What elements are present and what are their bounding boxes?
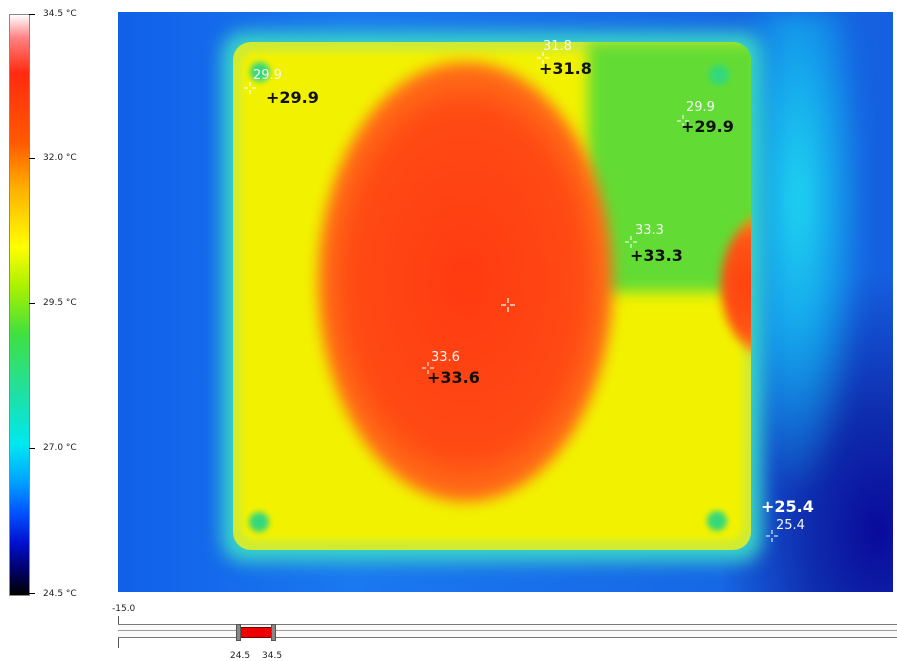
temperature-color-scale	[9, 14, 30, 596]
point-1-value: +29.9	[266, 88, 319, 107]
point-1-small-label: 29.9	[253, 68, 282, 83]
range-selection[interactable]	[240, 627, 275, 638]
point-6-value: +25.4	[761, 497, 814, 516]
scale-label-29-5: 29.5 °C	[43, 298, 77, 308]
point-4-small-label: 33.3	[635, 223, 664, 238]
scale-tick	[29, 14, 35, 15]
scale-tick	[29, 303, 35, 304]
measurement-crosshair-icon[interactable]	[244, 82, 256, 94]
point-6-small-label: 25.4	[776, 518, 805, 533]
scale-tick	[29, 448, 35, 449]
measurement-crosshair-icon[interactable]	[677, 115, 689, 127]
screw-hole	[249, 512, 269, 532]
measurement-crosshair-icon[interactable]	[625, 236, 637, 248]
point-5-small-label: 33.6	[431, 350, 460, 365]
scale-min-label: 24.5 °C	[43, 589, 77, 599]
scale-max-label: 34.5 °C	[43, 9, 77, 19]
range-track	[118, 630, 897, 631]
range-min-label: -15.0	[112, 604, 136, 614]
screw-hole	[250, 62, 270, 82]
hot-spot-main	[318, 62, 613, 502]
range-high-handle[interactable]	[271, 624, 276, 641]
scale-label-27: 27.0 °C	[43, 443, 77, 453]
screw-hole	[709, 65, 729, 85]
screw-hole	[707, 511, 727, 531]
range-low-handle[interactable]	[236, 624, 241, 641]
range-high-label: 34.5	[262, 651, 283, 661]
measurement-crosshair-icon[interactable]	[766, 530, 778, 542]
measurement-crosshair-icon[interactable]	[537, 52, 549, 64]
center-cursor-icon[interactable]	[501, 297, 515, 312]
point-3-value: +29.9	[681, 117, 734, 136]
point-2-small-label: 31.8	[543, 39, 572, 54]
scale-tick	[29, 593, 35, 594]
scale-label-32: 32.0 °C	[43, 153, 77, 163]
thermal-image[interactable]: 29.9 +29.9 31.8 +31.8 29.9 +29.9 33.3 +3…	[118, 12, 893, 592]
temperature-range-slider[interactable]	[118, 624, 897, 638]
scale-tick	[29, 158, 35, 159]
point-2-value: +31.8	[539, 59, 592, 78]
point-4-value: +33.3	[630, 246, 683, 265]
point-3-small-label: 29.9	[686, 100, 715, 115]
measurement-crosshair-icon[interactable]	[422, 362, 434, 374]
range-low-label: 24.5	[230, 651, 251, 661]
heated-panel	[233, 42, 751, 550]
point-5-value: +33.6	[427, 368, 480, 387]
